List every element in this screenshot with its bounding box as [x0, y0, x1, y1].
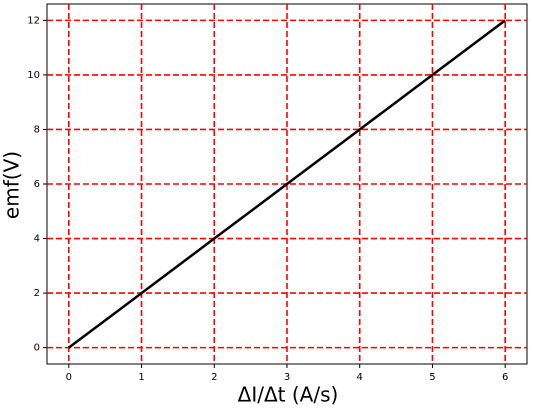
y-tick-label: 2: [34, 288, 40, 299]
x-tick-label: 5: [429, 372, 435, 383]
x-tick-label: 0: [66, 372, 72, 383]
x-axis-label: ΔI/Δt (A/s): [238, 383, 339, 407]
data-line: [68, 19, 506, 349]
x-tick-label: 6: [502, 372, 508, 383]
y-tick-label: 8: [34, 124, 40, 135]
x-tick-label: 1: [138, 372, 144, 383]
y-tick-label: 4: [34, 234, 40, 245]
x-tick-label: 2: [211, 372, 217, 383]
y-axis-label: emf(V): [0, 151, 24, 219]
y-tick-label: 6: [34, 179, 40, 190]
x-tick-label: 4: [357, 372, 363, 383]
x-tick-label: 3: [284, 372, 290, 383]
y-tick-label: 12: [27, 15, 40, 26]
y-tick-label: 10: [27, 70, 40, 81]
y-tick-label: 0: [34, 343, 40, 354]
